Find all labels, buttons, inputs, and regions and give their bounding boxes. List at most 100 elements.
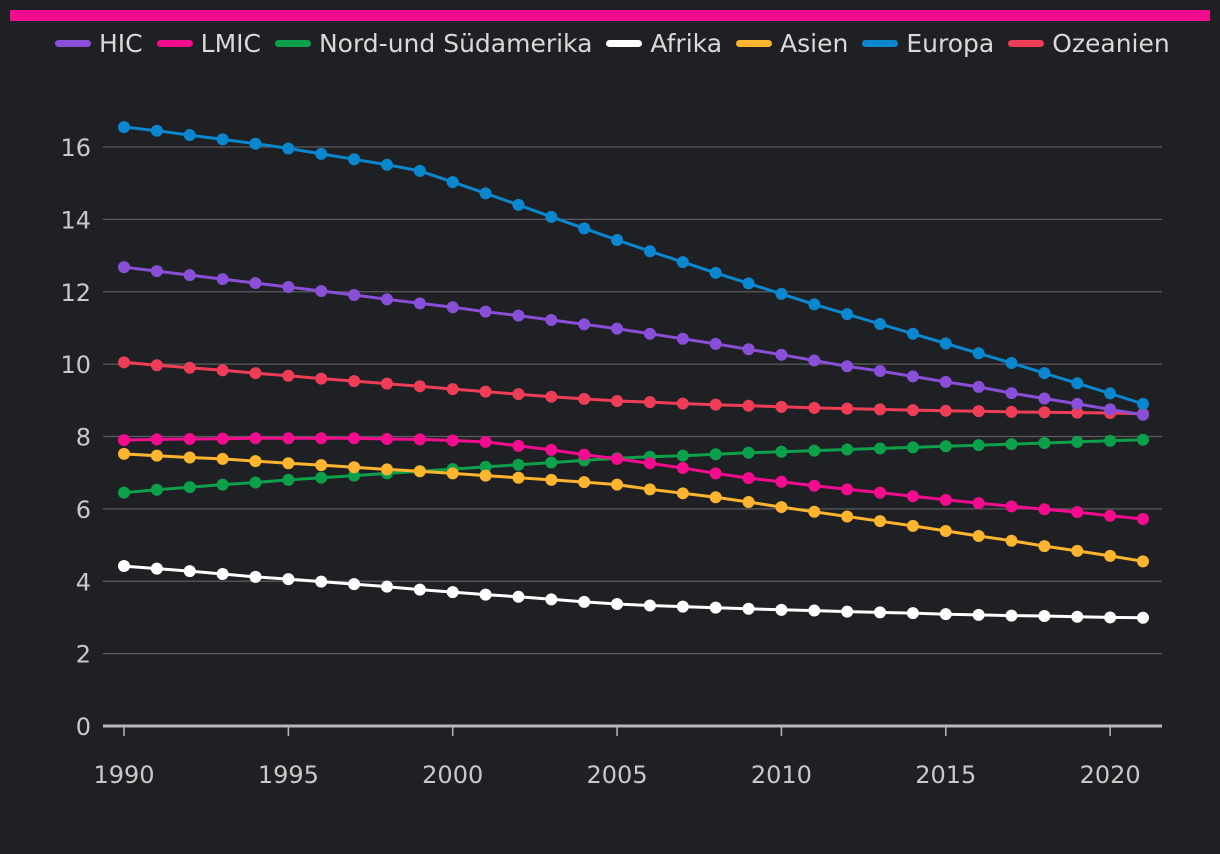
data-point-hic-1991[interactable] bbox=[150, 265, 163, 278]
data-point-asien-2012[interactable] bbox=[841, 510, 854, 523]
data-point-europa-2014[interactable] bbox=[906, 327, 919, 340]
data-point-lmic-2007[interactable] bbox=[676, 461, 689, 474]
data-point-ozeanien-2016[interactable] bbox=[972, 405, 985, 418]
data-point-hic-2001[interactable] bbox=[479, 305, 492, 318]
data-point-hic-2012[interactable] bbox=[841, 360, 854, 373]
data-point-ozeanien-2010[interactable] bbox=[775, 400, 788, 413]
data-point-hic-2007[interactable] bbox=[676, 332, 689, 345]
data-point-lmic-1990[interactable] bbox=[118, 434, 130, 447]
data-point-asien-1998[interactable] bbox=[380, 463, 393, 476]
data-point-hic-2011[interactable] bbox=[808, 354, 821, 367]
data-point-asien-2017[interactable] bbox=[1005, 534, 1018, 547]
data-point-europa-2021[interactable] bbox=[1137, 397, 1149, 410]
data-point-europa-2006[interactable] bbox=[643, 245, 656, 258]
data-point-asien-1990[interactable] bbox=[118, 447, 130, 460]
data-point-nord-und-s-damerika-2011[interactable] bbox=[808, 444, 821, 457]
data-point-ozeanien-2001[interactable] bbox=[479, 385, 492, 398]
data-point-europa-1991[interactable] bbox=[150, 124, 163, 137]
data-point-nord-und-s-damerika-2016[interactable] bbox=[972, 439, 985, 452]
data-point-asien-2011[interactable] bbox=[808, 505, 821, 518]
data-point-europa-1994[interactable] bbox=[249, 137, 262, 150]
data-point-europa-1993[interactable] bbox=[216, 133, 229, 146]
data-point-nord-und-s-damerika-2009[interactable] bbox=[742, 446, 755, 459]
data-point-nord-und-s-damerika-2012[interactable] bbox=[841, 443, 854, 456]
data-point-asien-2016[interactable] bbox=[972, 530, 985, 543]
data-point-asien-2001[interactable] bbox=[479, 469, 492, 482]
data-point-afrika-1993[interactable] bbox=[216, 568, 229, 581]
data-point-europa-2020[interactable] bbox=[1104, 387, 1117, 400]
data-point-afrika-1999[interactable] bbox=[413, 583, 426, 596]
data-point-europa-2000[interactable] bbox=[446, 176, 459, 189]
data-point-europa-2017[interactable] bbox=[1005, 357, 1018, 370]
data-point-ozeanien-1991[interactable] bbox=[150, 359, 163, 372]
data-point-asien-1991[interactable] bbox=[150, 449, 163, 462]
data-point-afrika-2017[interactable] bbox=[1005, 609, 1018, 622]
data-point-ozeanien-2004[interactable] bbox=[578, 392, 591, 405]
data-point-ozeanien-2013[interactable] bbox=[874, 403, 887, 416]
data-point-asien-2013[interactable] bbox=[874, 515, 887, 528]
data-point-afrika-1991[interactable] bbox=[150, 562, 163, 575]
data-point-europa-1992[interactable] bbox=[183, 129, 196, 142]
series-line-asien[interactable] bbox=[122, 452, 1145, 563]
data-point-hic-2021[interactable] bbox=[1137, 408, 1149, 421]
data-point-ozeanien-1993[interactable] bbox=[216, 364, 229, 377]
data-point-hic-2017[interactable] bbox=[1005, 387, 1018, 400]
data-point-lmic-1999[interactable] bbox=[413, 433, 426, 446]
data-point-hic-2013[interactable] bbox=[874, 365, 887, 378]
data-point-europa-1998[interactable] bbox=[380, 158, 393, 171]
data-point-asien-1996[interactable] bbox=[315, 459, 328, 472]
data-point-europa-1990[interactable] bbox=[118, 121, 130, 134]
data-point-europa-2013[interactable] bbox=[874, 317, 887, 330]
data-point-europa-2010[interactable] bbox=[775, 287, 788, 300]
data-point-afrika-2020[interactable] bbox=[1104, 611, 1117, 624]
data-point-asien-2003[interactable] bbox=[545, 473, 558, 486]
data-point-hic-2002[interactable] bbox=[512, 309, 525, 322]
data-point-lmic-2016[interactable] bbox=[972, 497, 985, 510]
data-point-afrika-2002[interactable] bbox=[512, 590, 525, 603]
data-point-nord-und-s-damerika-2003[interactable] bbox=[545, 456, 558, 469]
data-point-europa-2016[interactable] bbox=[972, 347, 985, 360]
data-point-lmic-2017[interactable] bbox=[1005, 500, 1018, 513]
data-point-afrika-1990[interactable] bbox=[118, 560, 130, 573]
data-point-lmic-2009[interactable] bbox=[742, 472, 755, 485]
data-point-afrika-2001[interactable] bbox=[479, 588, 492, 601]
data-point-asien-1993[interactable] bbox=[216, 452, 229, 465]
data-point-hic-2015[interactable] bbox=[939, 375, 952, 388]
data-point-afrika-2019[interactable] bbox=[1071, 610, 1084, 623]
data-point-lmic-2000[interactable] bbox=[446, 434, 459, 447]
data-point-ozeanien-1994[interactable] bbox=[249, 367, 262, 380]
data-point-lmic-2013[interactable] bbox=[874, 486, 887, 499]
data-point-ozeanien-1996[interactable] bbox=[315, 372, 328, 385]
data-point-lmic-2003[interactable] bbox=[545, 443, 558, 456]
series-line-hic[interactable] bbox=[122, 265, 1145, 417]
data-point-lmic-1992[interactable] bbox=[183, 433, 196, 446]
data-point-europa-1999[interactable] bbox=[413, 164, 426, 177]
data-point-europa-2011[interactable] bbox=[808, 298, 821, 311]
data-point-lmic-1994[interactable] bbox=[249, 432, 262, 445]
data-point-ozeanien-1997[interactable] bbox=[348, 375, 361, 388]
data-point-nord-und-s-damerika-1992[interactable] bbox=[183, 481, 196, 494]
data-point-hic-2018[interactable] bbox=[1038, 392, 1051, 405]
data-point-ozeanien-2017[interactable] bbox=[1005, 405, 1018, 418]
data-point-hic-1995[interactable] bbox=[282, 281, 295, 294]
data-point-asien-2018[interactable] bbox=[1038, 540, 1051, 553]
data-point-ozeanien-2002[interactable] bbox=[512, 388, 525, 401]
data-point-europa-2015[interactable] bbox=[939, 337, 952, 350]
data-point-lmic-2015[interactable] bbox=[939, 493, 952, 506]
data-point-afrika-2003[interactable] bbox=[545, 593, 558, 606]
data-point-ozeanien-1999[interactable] bbox=[413, 380, 426, 393]
data-point-europa-2019[interactable] bbox=[1071, 377, 1084, 390]
data-point-lmic-2010[interactable] bbox=[775, 475, 788, 488]
data-point-lmic-1997[interactable] bbox=[348, 432, 361, 445]
data-point-asien-2019[interactable] bbox=[1071, 544, 1084, 557]
data-point-nord-und-s-damerika-1994[interactable] bbox=[249, 476, 262, 489]
data-point-afrika-2000[interactable] bbox=[446, 586, 459, 599]
data-point-lmic-2019[interactable] bbox=[1071, 506, 1084, 519]
data-point-lmic-2020[interactable] bbox=[1104, 509, 1117, 522]
data-point-europa-2003[interactable] bbox=[545, 210, 558, 223]
data-point-europa-2018[interactable] bbox=[1038, 367, 1051, 380]
data-point-afrika-2013[interactable] bbox=[874, 606, 887, 619]
legend-item-hic[interactable]: HIC bbox=[55, 26, 143, 60]
data-point-afrika-1997[interactable] bbox=[348, 578, 361, 591]
data-point-ozeanien-1995[interactable] bbox=[282, 369, 295, 382]
